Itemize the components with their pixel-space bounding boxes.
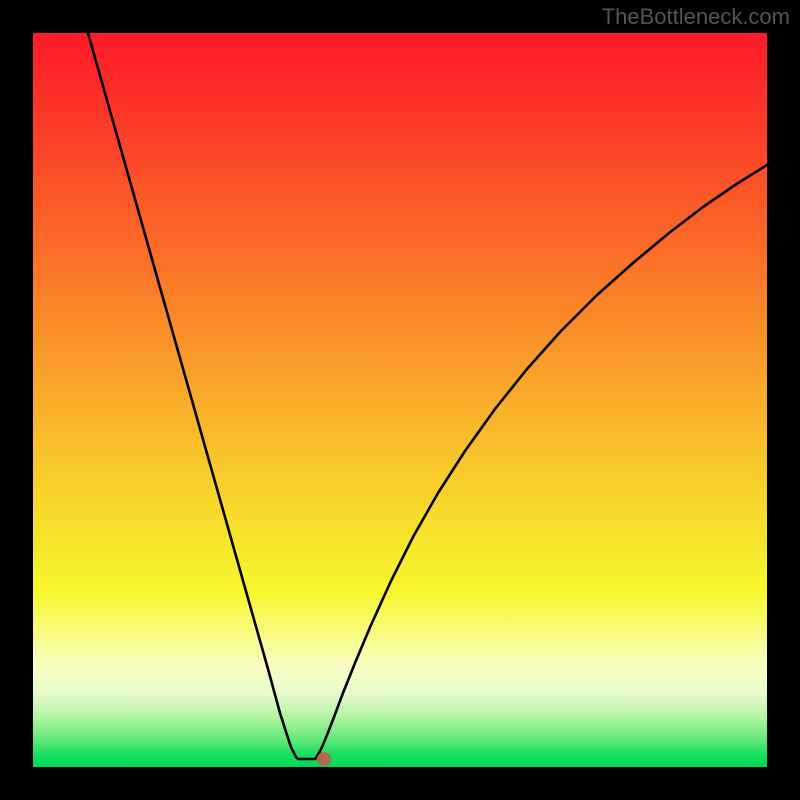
chart-curve <box>33 33 767 767</box>
chart-optimum-marker <box>317 752 331 766</box>
watermark-text: TheBottleneck.com <box>602 4 790 30</box>
chart-plot-area <box>33 33 767 767</box>
